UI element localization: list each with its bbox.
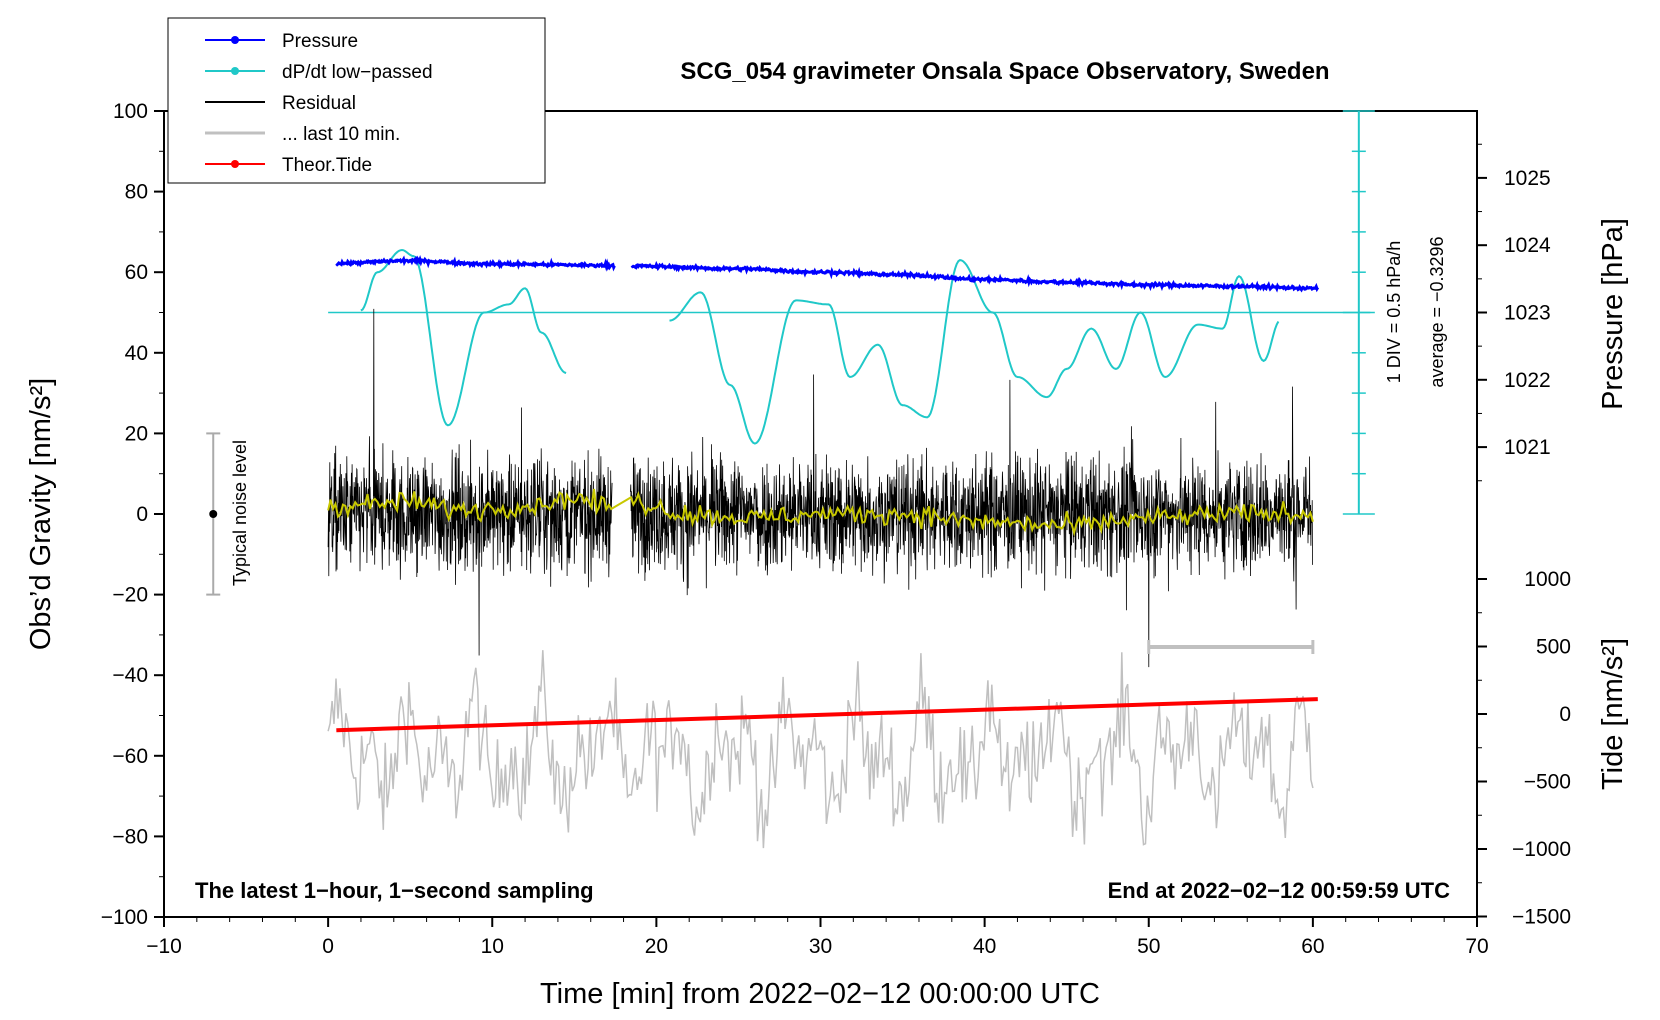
pressure-tick-label: 1023: [1504, 302, 1551, 325]
pressure-tick-label: 1022: [1504, 369, 1551, 392]
x-tick-label: −10: [146, 935, 182, 958]
series-pressure-segment-1: [335, 255, 616, 272]
series-pressure-segment-2: [630, 260, 1320, 293]
x-tick-label: 50: [1137, 935, 1160, 958]
chart-title: SCG_054 gravimeter Onsala Space Observat…: [680, 58, 1329, 85]
pressure-tick-label: 1024: [1504, 234, 1551, 257]
legend-marker: [231, 36, 239, 44]
tide-tick-label: −1500: [1512, 906, 1571, 929]
tide-tick-label: 0: [1559, 703, 1571, 726]
y-tick-label: 60: [125, 261, 148, 284]
dpdt-div-label: 1 DIV = 0.5 hPa/h: [1384, 241, 1404, 384]
tide-tick-label: −500: [1524, 771, 1571, 794]
y-tick-label: −60: [112, 745, 148, 768]
legend-marker: [231, 67, 239, 75]
x-tick-label: 30: [809, 935, 832, 958]
x-tick-label: 40: [973, 935, 996, 958]
tide-tick-label: 1000: [1524, 568, 1571, 591]
legend-label: ... last 10 min.: [282, 124, 400, 145]
legend-label: Pressure: [282, 31, 358, 52]
y-tick-label: 20: [125, 422, 148, 445]
series-dpdt-segment-1: [360, 248, 567, 427]
y-axis-label: Obs’d Gravity [nm/s²]: [25, 378, 57, 650]
noise-level-dot: [209, 510, 218, 518]
series-dpdt-segment-2: [669, 259, 1280, 445]
x-tick-label: 60: [1301, 935, 1324, 958]
y-tick-label: −80: [112, 825, 148, 848]
sampling-annotation: The latest 1−hour, 1−second sampling: [195, 878, 594, 903]
x-tick-label: 70: [1465, 935, 1488, 958]
series-theor-tide: [336, 697, 1318, 733]
tide-tick-label: 500: [1536, 636, 1571, 659]
x-tick-label: 10: [481, 935, 504, 958]
pressure-axis-label: Pressure [hPa]: [1597, 218, 1629, 410]
series-residual: [327, 308, 1313, 668]
x-tick-label: 0: [322, 935, 334, 958]
x-axis-label: Time [min] from 2022−02−12 00:00:00 UTC: [540, 978, 1100, 1010]
noise-level-label: Typical noise level: [230, 440, 250, 586]
legend-label: Residual: [282, 93, 356, 114]
end-time-annotation: End at 2022−02−12 00:59:59 UTC: [1108, 878, 1451, 903]
series-residual-smoothed: [327, 488, 1314, 537]
tide-axis-label: Tide [nm/s²]: [1597, 638, 1629, 790]
legend-label: dP/dt low−passed: [282, 62, 433, 83]
y-tick-label: 40: [125, 342, 148, 365]
y-tick-label: −100: [101, 906, 148, 929]
y-tick-label: −20: [112, 584, 148, 607]
legend: Pressure dP/dt low−passed Residual ... last…: [167, 17, 546, 184]
pressure-tick-label: 1021: [1504, 436, 1551, 459]
legend-label: Theor.Tide: [282, 155, 372, 176]
series-last-10-min: [327, 650, 1314, 849]
y-tick-label: 80: [125, 181, 148, 204]
x-tick-label: 20: [645, 935, 668, 958]
y-tick-label: −40: [112, 664, 148, 687]
y-tick-label: 100: [113, 100, 148, 123]
y-tick-label: 0: [136, 503, 148, 526]
pressure-tick-label: 1025: [1504, 167, 1551, 190]
legend-marker: [231, 160, 239, 168]
dpdt-average-label: average = −0.3296: [1427, 236, 1447, 387]
tide-tick-label: −1000: [1512, 838, 1571, 861]
